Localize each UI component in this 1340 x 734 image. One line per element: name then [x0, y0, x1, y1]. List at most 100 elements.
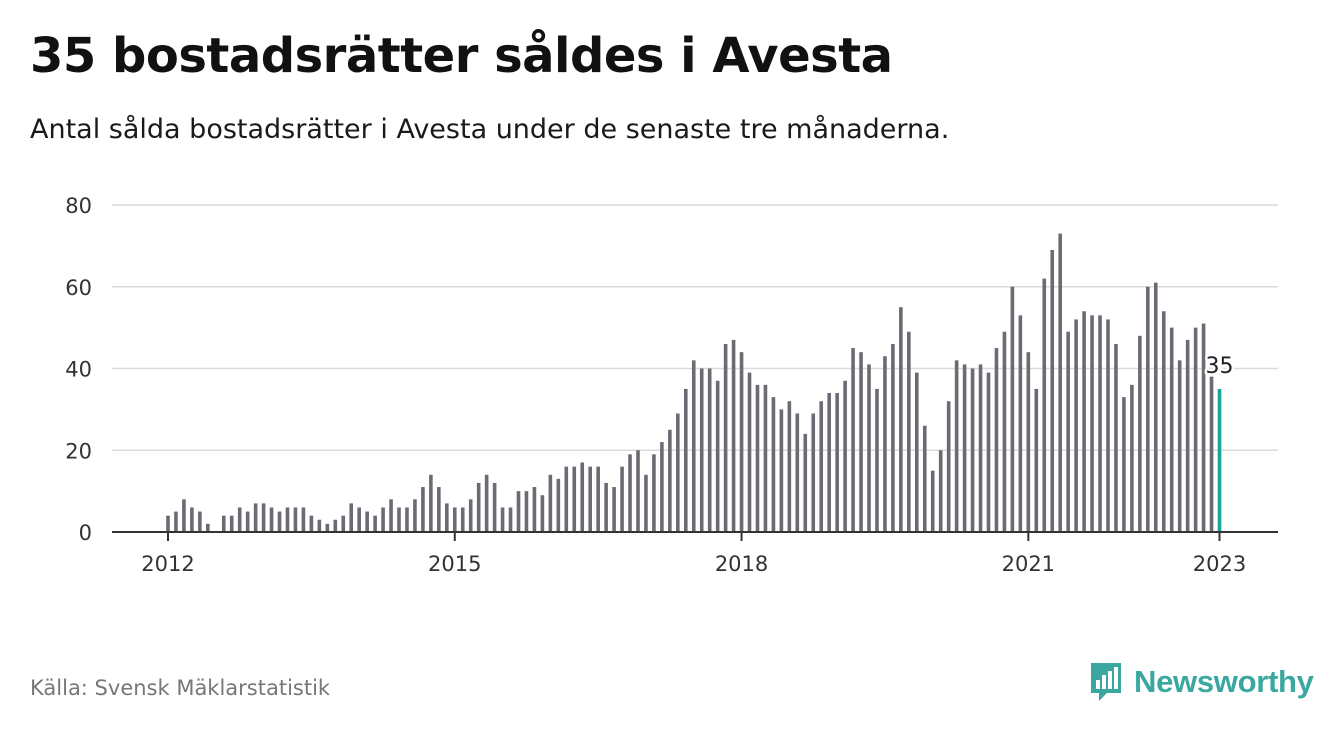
bar [747, 372, 752, 532]
bar [723, 343, 728, 532]
bar [683, 388, 688, 532]
bar [182, 499, 186, 532]
bar [596, 466, 600, 532]
chart-title: 35 bostadsrätter såldes i Avesta [30, 28, 893, 84]
bar [699, 368, 704, 532]
bar [166, 515, 170, 532]
bar [349, 503, 354, 532]
bar [476, 482, 481, 532]
bar [572, 466, 577, 532]
y-tick-label: 40 [65, 358, 92, 382]
bar [1185, 339, 1190, 532]
bar [1130, 384, 1134, 532]
bar [373, 515, 377, 532]
bar [851, 348, 855, 532]
highlight-value-label: 35 [1206, 354, 1234, 379]
bar [1050, 249, 1055, 532]
bar [317, 519, 322, 532]
bar [1074, 319, 1078, 532]
newsworthy-logo: Newsworthy [1088, 660, 1314, 704]
bar [500, 507, 505, 532]
bar [891, 343, 895, 532]
bar [1098, 315, 1102, 532]
bar [668, 429, 672, 532]
bar [763, 384, 768, 532]
bar [405, 507, 409, 532]
bar [859, 352, 863, 532]
bar [253, 503, 258, 532]
bar [604, 482, 608, 532]
x-tick-label: 2012 [141, 552, 194, 576]
bar [206, 523, 210, 532]
bar [365, 511, 369, 532]
bar [174, 511, 178, 532]
bar [787, 401, 792, 532]
bar [293, 507, 298, 532]
bar [954, 360, 959, 532]
bar [468, 499, 473, 532]
x-axis: 2012 2015 2018 2021 2023 [112, 531, 1278, 576]
bar [739, 352, 744, 532]
bar [628, 454, 632, 532]
bar [660, 442, 664, 532]
bar [333, 519, 338, 532]
bar [755, 384, 760, 532]
bar [309, 515, 314, 532]
bar [986, 372, 991, 532]
bar [460, 507, 465, 532]
bar [676, 413, 680, 532]
bar [452, 507, 457, 532]
x-tick-label: 2021 [1002, 552, 1055, 576]
bar [1177, 360, 1182, 532]
x-tick-label: 2015 [428, 552, 481, 576]
bar [524, 491, 529, 532]
bar [1193, 327, 1198, 532]
bar [771, 397, 776, 532]
bar [516, 491, 521, 532]
bar [1066, 331, 1070, 532]
bar [731, 339, 736, 532]
bar [540, 495, 545, 532]
bar [1146, 286, 1150, 532]
bar [1026, 352, 1031, 532]
bar [1122, 397, 1126, 532]
bar [978, 364, 983, 532]
bar [1217, 388, 1222, 532]
bar [1161, 311, 1166, 532]
bar [915, 372, 919, 532]
bar [883, 356, 887, 532]
bar [445, 503, 449, 532]
y-tick-label: 0 [79, 521, 92, 545]
bar [397, 507, 401, 532]
bar [301, 507, 306, 532]
bar [389, 499, 393, 532]
bar [907, 331, 911, 532]
bar [1209, 376, 1214, 532]
bar [803, 433, 808, 532]
bar [707, 368, 712, 532]
x-tick-label: 2023 [1193, 552, 1246, 576]
bar [1034, 388, 1039, 532]
bar [580, 462, 585, 532]
bar [556, 478, 561, 532]
bar [381, 507, 385, 532]
bar [261, 503, 266, 532]
bar-chart-speech-bubble-icon [1091, 663, 1121, 701]
bar [285, 507, 290, 532]
bar [1169, 327, 1174, 532]
bar [612, 487, 616, 532]
bar [827, 393, 831, 532]
bar [1138, 335, 1142, 532]
bar [190, 507, 194, 532]
bar [922, 425, 927, 532]
bar [221, 515, 226, 532]
bar [819, 401, 824, 532]
x-tick-label: 2018 [715, 552, 768, 576]
bar [994, 348, 999, 532]
bar [508, 507, 513, 532]
bar [484, 474, 489, 532]
bar [1058, 233, 1062, 533]
bar [843, 380, 847, 532]
bar-chart: 0 20 40 60 80 2012 2015 2018 2021 2023 35 [65, 194, 1278, 576]
y-tick-label: 80 [65, 194, 92, 218]
